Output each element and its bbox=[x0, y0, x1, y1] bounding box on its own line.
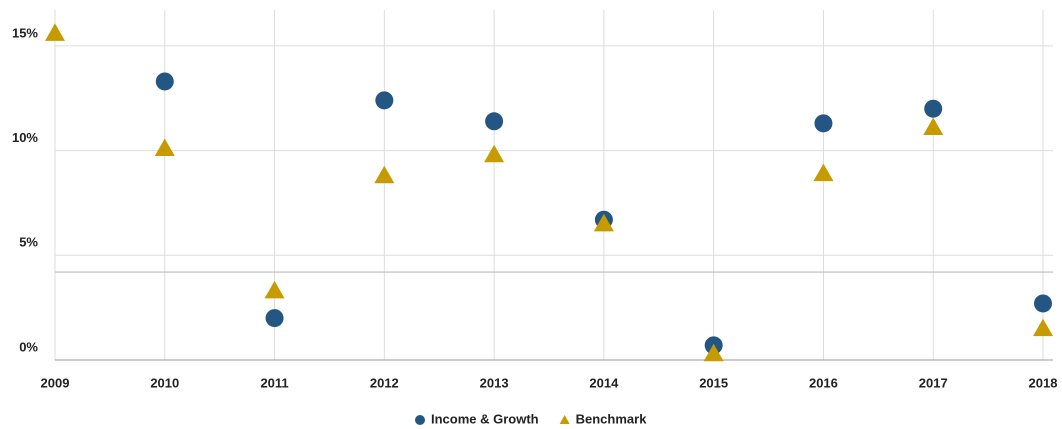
x-tick-label: 2015 bbox=[699, 375, 728, 390]
legend-marker bbox=[415, 415, 425, 425]
y-tick-label: 10% bbox=[12, 130, 38, 145]
legend-label: Income & Growth bbox=[431, 411, 539, 426]
point bbox=[593, 213, 614, 232]
legend-label: Benchmark bbox=[576, 411, 648, 426]
x-tick-label: 2016 bbox=[809, 375, 838, 390]
y-tick-label: 0% bbox=[19, 339, 38, 354]
x-tick-label: 2012 bbox=[370, 375, 399, 390]
point bbox=[264, 280, 285, 299]
point bbox=[45, 23, 65, 41]
x-tick-label: 2013 bbox=[480, 375, 509, 390]
x-tick-label: 2011 bbox=[260, 375, 288, 390]
point bbox=[923, 117, 944, 136]
point bbox=[485, 112, 504, 131]
point bbox=[154, 138, 175, 156]
point bbox=[484, 144, 505, 163]
legend-marker bbox=[559, 415, 570, 424]
point bbox=[703, 343, 724, 362]
point bbox=[924, 99, 943, 118]
x-tick-label: 2010 bbox=[150, 375, 179, 390]
x-tick-label: 2017 bbox=[919, 375, 948, 390]
point bbox=[155, 72, 174, 91]
point bbox=[265, 309, 284, 328]
point bbox=[374, 165, 395, 184]
point bbox=[1034, 294, 1052, 313]
point bbox=[813, 163, 834, 182]
x-tick-label: 2014 bbox=[589, 375, 619, 390]
point bbox=[375, 91, 394, 110]
x-tick-label: 2009 bbox=[41, 375, 70, 390]
x-tick-label: 2018 bbox=[1029, 375, 1058, 390]
point bbox=[814, 114, 833, 133]
point bbox=[1033, 318, 1053, 337]
y-tick-label: 5% bbox=[19, 235, 38, 250]
y-tick-label: 15% bbox=[12, 25, 38, 40]
